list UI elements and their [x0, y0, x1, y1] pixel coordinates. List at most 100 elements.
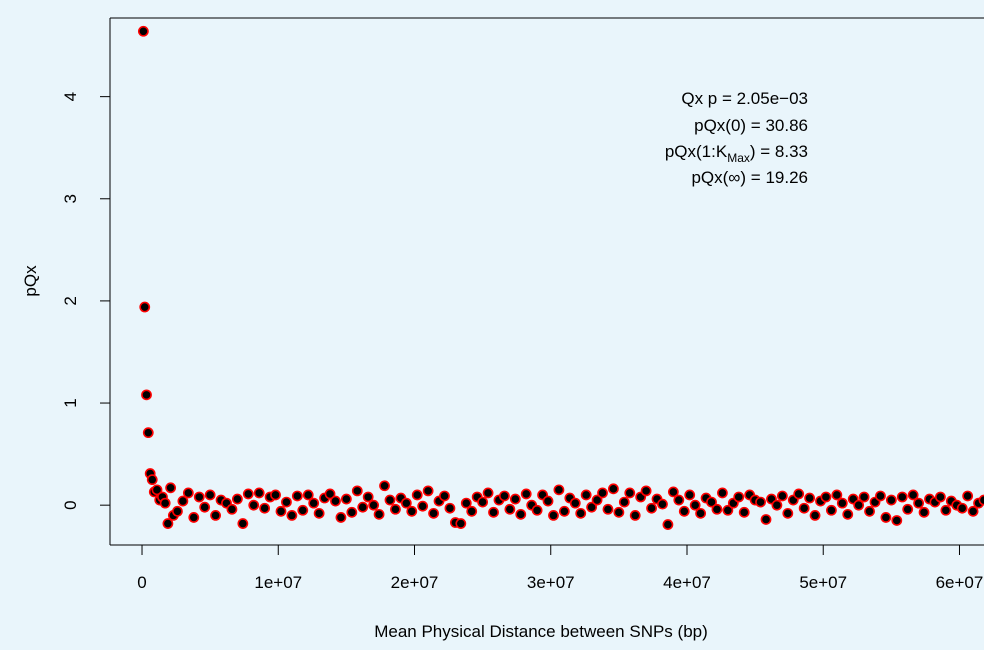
point: [755, 496, 766, 508]
point: [531, 504, 543, 516]
point: [858, 491, 870, 503]
point: [291, 490, 303, 502]
point: [760, 514, 772, 525]
annotation-part: pQx(1:K: [665, 142, 728, 161]
point: [460, 497, 472, 509]
annotation: Qx p = 2.05e−03: [681, 89, 808, 108]
point: [591, 494, 603, 506]
point: [210, 509, 221, 521]
point: [673, 494, 685, 506]
point: [962, 490, 974, 502]
point: [820, 491, 832, 503]
point: [586, 501, 598, 513]
point: [270, 489, 281, 501]
point: [162, 518, 174, 529]
point: [308, 497, 320, 509]
point: [406, 505, 418, 517]
point: [286, 509, 298, 521]
point: [629, 509, 641, 521]
point: [177, 495, 189, 507]
y-axis-label: pQx: [21, 265, 40, 297]
point: [722, 504, 734, 516]
point: [864, 505, 875, 517]
point: [340, 493, 352, 505]
y-tick-label: 0: [61, 500, 80, 509]
annotations: Qx p = 2.05e−03 pQx(0) = 30.86 pQx(1:KMa…: [665, 89, 808, 187]
x-tick-label: 6e+07: [936, 573, 984, 592]
point: [689, 499, 701, 511]
point: [242, 488, 254, 500]
point: [662, 519, 674, 530]
point: [608, 483, 619, 495]
point: [667, 486, 679, 498]
points: [137, 25, 984, 530]
point: [444, 502, 456, 514]
point: [422, 485, 434, 497]
point: [335, 512, 347, 523]
point: [384, 494, 396, 506]
point: [226, 503, 238, 515]
point: [281, 496, 292, 508]
x-tick-label: 1e+07: [254, 573, 302, 592]
point: [553, 484, 565, 496]
point: [695, 507, 707, 519]
point: [978, 494, 984, 506]
point: [515, 508, 527, 520]
annotation: pQx(∞) = 19.26: [691, 168, 808, 187]
annotation-part: ) = 8.33: [750, 142, 808, 161]
point: [466, 505, 478, 517]
point: [967, 505, 979, 517]
point: [231, 493, 243, 505]
point: [907, 489, 919, 501]
point: [684, 489, 696, 501]
point: [509, 493, 521, 505]
point: [275, 505, 287, 517]
y-tick-label: 3: [61, 194, 80, 203]
point: [172, 505, 183, 517]
point: [935, 491, 946, 503]
point: [455, 518, 467, 529]
point: [706, 496, 717, 508]
point: [738, 506, 750, 518]
point: [237, 518, 249, 529]
point: [831, 489, 843, 501]
point: [165, 482, 177, 494]
point: [499, 490, 510, 502]
y-tick-label: 2: [61, 296, 80, 305]
point: [373, 508, 385, 520]
point: [400, 497, 412, 509]
point: [717, 487, 728, 499]
point: [885, 494, 897, 506]
point: [368, 499, 380, 511]
point: [428, 507, 439, 519]
y-tick-label: 1: [61, 398, 80, 407]
x-tick-label: 3e+07: [527, 573, 575, 592]
x-tick-label: 5e+07: [799, 573, 847, 592]
point: [913, 497, 925, 509]
point: [624, 487, 636, 499]
point: [798, 502, 810, 514]
point: [809, 509, 821, 521]
point: [956, 502, 968, 514]
x-tick-label: 0: [137, 573, 146, 592]
point: [504, 503, 516, 515]
point: [439, 490, 450, 502]
point: [137, 25, 149, 37]
point: [793, 488, 805, 500]
point: [918, 506, 930, 518]
point: [613, 506, 625, 518]
point: [139, 301, 151, 313]
point: [902, 503, 914, 515]
point: [259, 502, 271, 514]
annotation-subscript: Max: [727, 151, 750, 165]
point: [248, 499, 260, 511]
annotation: pQx(0) = 30.86: [694, 116, 808, 135]
point: [142, 427, 154, 439]
point: [896, 491, 908, 503]
point: [379, 480, 390, 492]
x-axis-label: Mean Physical Distance between SNPs (bp): [374, 622, 708, 641]
x-tick-label: 4e+07: [663, 573, 711, 592]
point: [602, 503, 614, 515]
point: [826, 504, 837, 516]
point: [346, 506, 358, 518]
